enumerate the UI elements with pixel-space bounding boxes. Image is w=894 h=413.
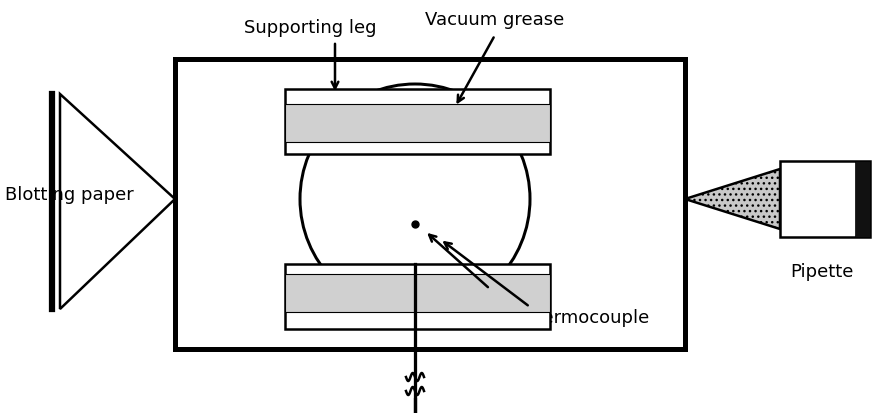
Bar xyxy=(175,60,684,349)
Bar xyxy=(284,264,550,329)
Polygon shape xyxy=(60,95,175,309)
Text: Vacuum grease: Vacuum grease xyxy=(425,11,564,29)
Text: Supporting leg: Supporting leg xyxy=(243,19,375,37)
Bar xyxy=(284,274,550,312)
Bar xyxy=(780,161,869,237)
Bar xyxy=(854,161,869,237)
Text: Pipette: Pipette xyxy=(789,262,852,280)
Polygon shape xyxy=(684,170,780,230)
Bar xyxy=(284,105,550,142)
Bar xyxy=(284,90,550,154)
Ellipse shape xyxy=(299,85,529,314)
Text: Thermocouple: Thermocouple xyxy=(519,308,648,326)
Text: Blotting paper: Blotting paper xyxy=(5,185,133,204)
